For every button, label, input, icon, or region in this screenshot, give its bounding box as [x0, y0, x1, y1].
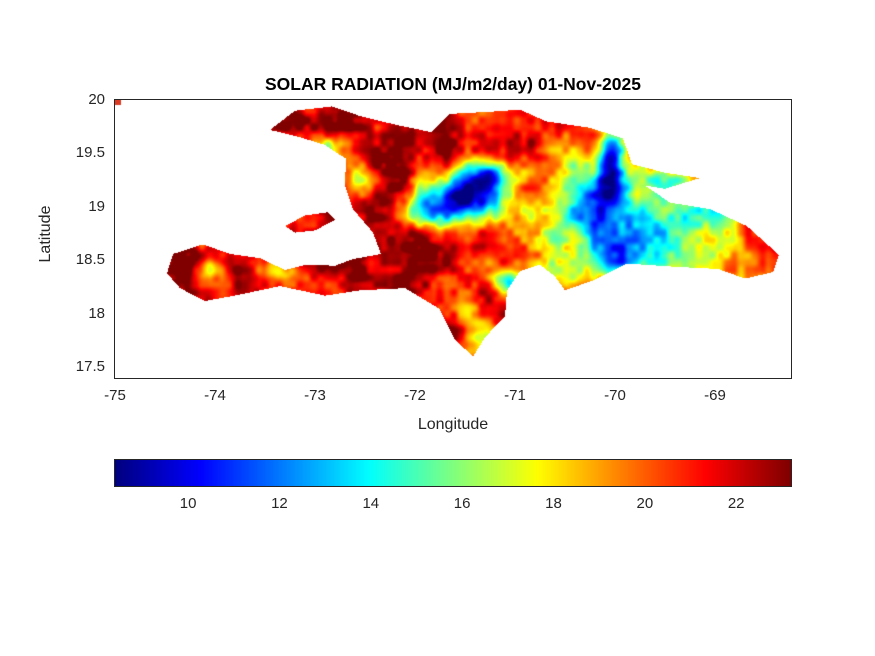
- colorbar-canvas: [115, 460, 791, 486]
- x-tick-label: -73: [304, 387, 326, 404]
- y-axis-label: Latitude: [37, 205, 54, 263]
- chart-title: SOLAR RADIATION (MJ/m2/day) 01-Nov-2025: [264, 74, 641, 94]
- colorbar-tick-label: 16: [453, 495, 471, 512]
- colorbar: [114, 459, 792, 487]
- map-plot-area: [114, 99, 792, 379]
- x-tick-label: -75: [104, 387, 126, 404]
- x-tick-label: -71: [504, 387, 526, 404]
- colorbar-tick-label: 22: [727, 495, 745, 512]
- colorbar-tick-label: 18: [545, 495, 562, 512]
- colorbar-tick-label: 14: [362, 495, 380, 512]
- y-tick-label: 19.5: [75, 144, 105, 162]
- x-tick-label: -74: [204, 387, 226, 404]
- colorbar-tick-label: 12: [271, 495, 288, 512]
- heatmap-canvas: [115, 100, 791, 378]
- x-tick-label: -69: [704, 387, 726, 404]
- y-tick-label: 19: [88, 197, 105, 215]
- colorbar-tick-label: 10: [179, 495, 197, 512]
- x-tick-label: -72: [404, 387, 426, 404]
- y-tick-label: 18.5: [75, 251, 105, 269]
- y-tick-label: 20: [88, 91, 105, 108]
- x-axis-label: Longitude: [417, 416, 489, 433]
- y-tick-label: 17.5: [75, 358, 105, 376]
- x-tick-label: -70: [604, 387, 626, 404]
- colorbar-tick-label: 20: [636, 495, 654, 512]
- y-tick-label: 18: [88, 304, 105, 322]
